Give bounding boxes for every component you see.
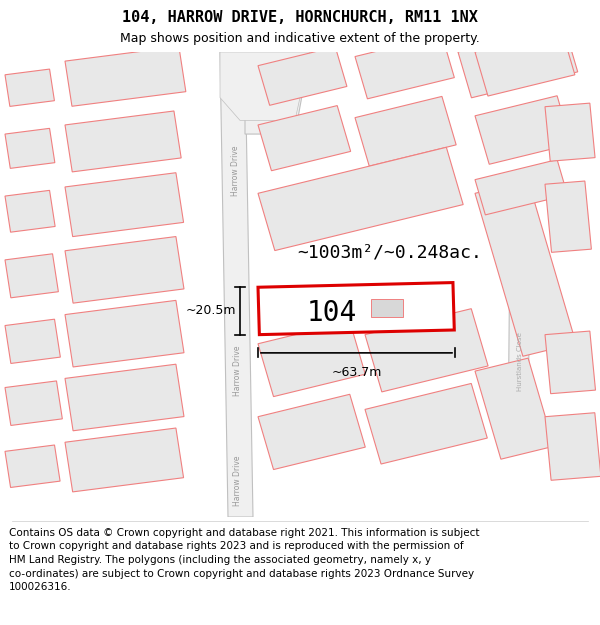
Text: 104: 104 [307, 299, 357, 328]
Bar [458, 26, 578, 98]
Bar [258, 394, 365, 469]
Bar [65, 111, 181, 172]
Bar [475, 31, 575, 96]
Text: ~1003m²/~0.248ac.: ~1003m²/~0.248ac. [298, 244, 482, 262]
Bar [355, 96, 456, 166]
Bar [5, 445, 60, 488]
Bar [65, 364, 184, 431]
Bar [545, 103, 595, 161]
Bar [65, 236, 184, 303]
Bar [545, 412, 600, 480]
Bar [5, 191, 55, 232]
Bar [365, 309, 488, 392]
Text: Harrow Drive: Harrow Drive [233, 346, 242, 396]
Bar [475, 159, 568, 215]
Bar [258, 321, 365, 397]
Polygon shape [220, 52, 310, 121]
Bar [258, 106, 350, 171]
Text: Map shows position and indicative extent of the property.: Map shows position and indicative extent… [120, 32, 480, 45]
Bar [65, 301, 184, 367]
Text: ~63.7m: ~63.7m [331, 366, 382, 379]
Bar [258, 282, 454, 334]
Text: Harrow Drive: Harrow Drive [232, 145, 241, 196]
Bar [365, 384, 487, 464]
Bar [5, 381, 62, 426]
Bar [5, 254, 58, 298]
Bar [545, 331, 595, 394]
Polygon shape [508, 234, 530, 444]
Bar [5, 319, 61, 364]
Bar [475, 96, 571, 164]
Bar [65, 173, 184, 237]
Polygon shape [220, 52, 253, 517]
Polygon shape [245, 52, 310, 134]
Bar [258, 148, 463, 251]
Bar [5, 128, 55, 168]
Bar [65, 46, 186, 106]
Bar [371, 299, 403, 318]
Text: Contains OS data © Crown copyright and database right 2021. This information is : Contains OS data © Crown copyright and d… [9, 528, 479, 592]
Text: ~20.5m: ~20.5m [185, 304, 236, 318]
Bar [258, 47, 347, 105]
Text: Harrow Drive: Harrow Drive [233, 455, 242, 506]
Text: Hurstlands Close: Hurstlands Close [517, 332, 523, 391]
Bar [475, 181, 576, 356]
Bar [5, 69, 55, 106]
Bar [475, 358, 554, 459]
Bar [65, 428, 184, 492]
Bar [545, 181, 592, 253]
Bar [355, 36, 454, 99]
Text: 104, HARROW DRIVE, HORNCHURCH, RM11 1NX: 104, HARROW DRIVE, HORNCHURCH, RM11 1NX [122, 11, 478, 26]
